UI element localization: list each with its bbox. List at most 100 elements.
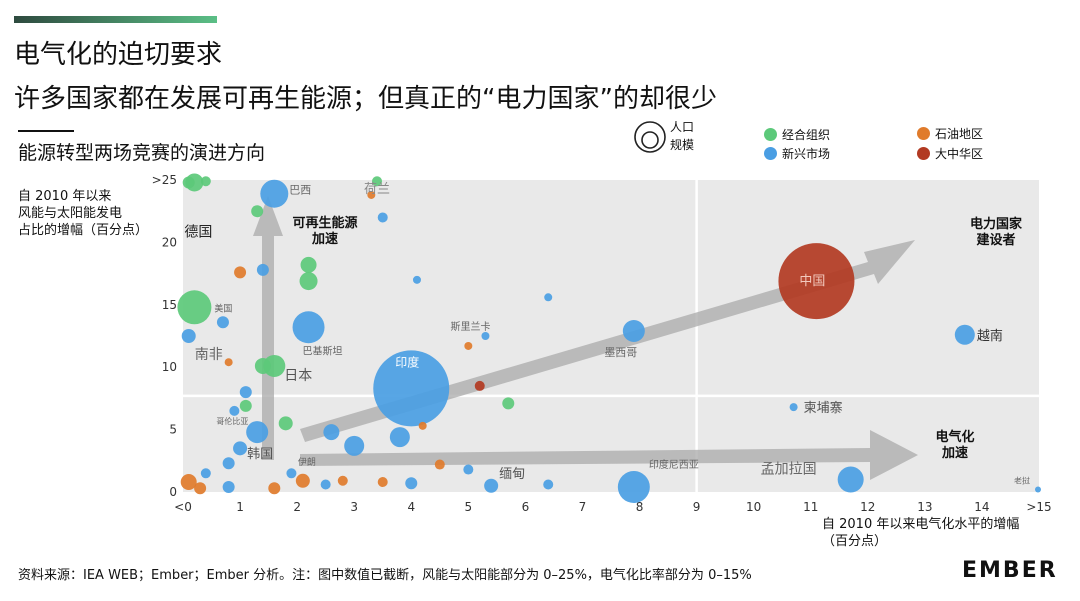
data-point bbox=[622, 320, 645, 343]
legend-dot bbox=[764, 147, 777, 160]
arrow-electrostates bbox=[300, 240, 915, 442]
data-point bbox=[229, 405, 240, 416]
data-point bbox=[405, 477, 418, 490]
data-point bbox=[418, 421, 427, 430]
data-point bbox=[481, 332, 490, 340]
data-point bbox=[299, 272, 318, 291]
data-point bbox=[234, 266, 247, 279]
point-label: 巴基斯坦 bbox=[303, 344, 343, 357]
x-axis-label: 自 2010 年以来电气化水平的增幅 （百分点） bbox=[822, 517, 1020, 549]
x-tick-label: 10 bbox=[746, 500, 761, 514]
x-tick-label: >15 bbox=[1026, 500, 1051, 514]
arrow-label: 电力国家 bbox=[970, 216, 1023, 232]
data-point bbox=[224, 358, 233, 367]
data-point bbox=[434, 459, 445, 470]
data-point bbox=[373, 350, 450, 427]
data-point bbox=[954, 324, 975, 345]
page-title: 电气化的迫切要求 bbox=[14, 40, 223, 70]
point-label: 斯里兰卡 bbox=[450, 320, 490, 333]
data-point bbox=[337, 475, 348, 486]
data-point bbox=[239, 386, 252, 399]
point-label: 巴西 bbox=[289, 184, 311, 197]
x-tick-label: 1 bbox=[236, 500, 244, 514]
data-point bbox=[292, 311, 325, 344]
legend-dot bbox=[764, 128, 777, 141]
data-point bbox=[389, 427, 410, 448]
point-label: 哥伦比亚 bbox=[216, 416, 248, 426]
point-label: 老挝 bbox=[1014, 476, 1030, 486]
x-tick-label: 4 bbox=[407, 500, 415, 514]
point-label: 伊朗 bbox=[298, 456, 316, 468]
point-label: 韩国 bbox=[247, 447, 273, 462]
data-point bbox=[543, 479, 554, 490]
point-label: 孟加拉国 bbox=[761, 462, 817, 478]
y-tick-label: 15 bbox=[162, 298, 177, 312]
data-point bbox=[474, 380, 485, 391]
data-point bbox=[286, 468, 297, 479]
data-point bbox=[372, 176, 383, 187]
page-headline: 许多国家都在发展可再生能源；但真正的“电力国家”的却很少 bbox=[14, 84, 717, 114]
x-tick-label: 9 bbox=[693, 500, 701, 514]
data-point bbox=[200, 176, 211, 187]
data-point bbox=[377, 477, 388, 488]
point-label: 印度尼西亚 bbox=[649, 458, 699, 471]
data-point bbox=[344, 435, 365, 456]
x-tick-label: 2 bbox=[293, 500, 301, 514]
point-label: 柬埔寨 bbox=[804, 400, 843, 416]
x-tick-label: 6 bbox=[522, 500, 530, 514]
legend-item-china: 大中华区 bbox=[917, 145, 983, 162]
point-label: 越南 bbox=[977, 328, 1003, 344]
y-tick-label: 20 bbox=[162, 235, 177, 249]
data-point bbox=[233, 441, 248, 456]
point-label: 德国 bbox=[184, 224, 212, 240]
y-tick-label: 0 bbox=[169, 485, 177, 499]
data-point bbox=[323, 424, 340, 441]
data-point bbox=[268, 482, 281, 495]
plot-background bbox=[183, 180, 1039, 492]
x-tick-label: 12 bbox=[860, 500, 875, 514]
arrow-label: 加速 bbox=[311, 231, 338, 247]
x-tick-label: 11 bbox=[803, 500, 818, 514]
data-point bbox=[254, 357, 271, 374]
x-tick-label: <0 bbox=[174, 500, 192, 514]
x-tick-label: 13 bbox=[917, 500, 932, 514]
legend-item-emerging: 新兴市场 bbox=[764, 145, 830, 162]
x-tick-label: 8 bbox=[636, 500, 644, 514]
data-point bbox=[617, 471, 650, 504]
data-point bbox=[544, 293, 553, 302]
data-point bbox=[789, 403, 798, 412]
arrow-label: 可再生能源 bbox=[292, 215, 357, 231]
point-label: 美国 bbox=[214, 302, 232, 314]
data-point bbox=[377, 212, 388, 223]
y-axis-label: 自 2010 年以来 风能与太阳能发电 占比的增幅（百分点） bbox=[18, 189, 149, 238]
x-tick-label: 5 bbox=[465, 500, 473, 514]
data-point bbox=[260, 179, 289, 208]
subtitle-rule bbox=[18, 130, 74, 132]
data-point bbox=[256, 263, 269, 276]
data-point bbox=[222, 457, 235, 470]
legend-dot bbox=[917, 147, 930, 160]
data-point bbox=[837, 466, 864, 493]
y-tick-label: 5 bbox=[169, 423, 177, 437]
population-size-icon bbox=[634, 121, 666, 153]
data-point bbox=[194, 482, 207, 495]
point-label: 印度 bbox=[395, 354, 419, 369]
data-point bbox=[320, 479, 331, 490]
data-point bbox=[484, 478, 499, 493]
data-point bbox=[463, 464, 474, 475]
arrow-renewables bbox=[253, 196, 283, 460]
point-label: 中国 bbox=[799, 274, 825, 289]
legend-item-oil: 石油地区 bbox=[917, 125, 983, 142]
data-point bbox=[200, 468, 211, 479]
data-point bbox=[182, 176, 195, 189]
data-point bbox=[300, 256, 317, 273]
legend-item-oecd: 经合组织 bbox=[764, 126, 830, 143]
point-label: 荷兰 bbox=[364, 182, 390, 197]
data-point bbox=[367, 190, 376, 199]
data-point bbox=[464, 341, 473, 350]
legend-dot bbox=[917, 127, 930, 140]
data-point bbox=[246, 421, 269, 444]
source-note: 资料来源：IEA WEB；Ember；Ember 分析。注：图中数值已截断，风能… bbox=[18, 568, 752, 583]
data-point bbox=[295, 473, 310, 488]
